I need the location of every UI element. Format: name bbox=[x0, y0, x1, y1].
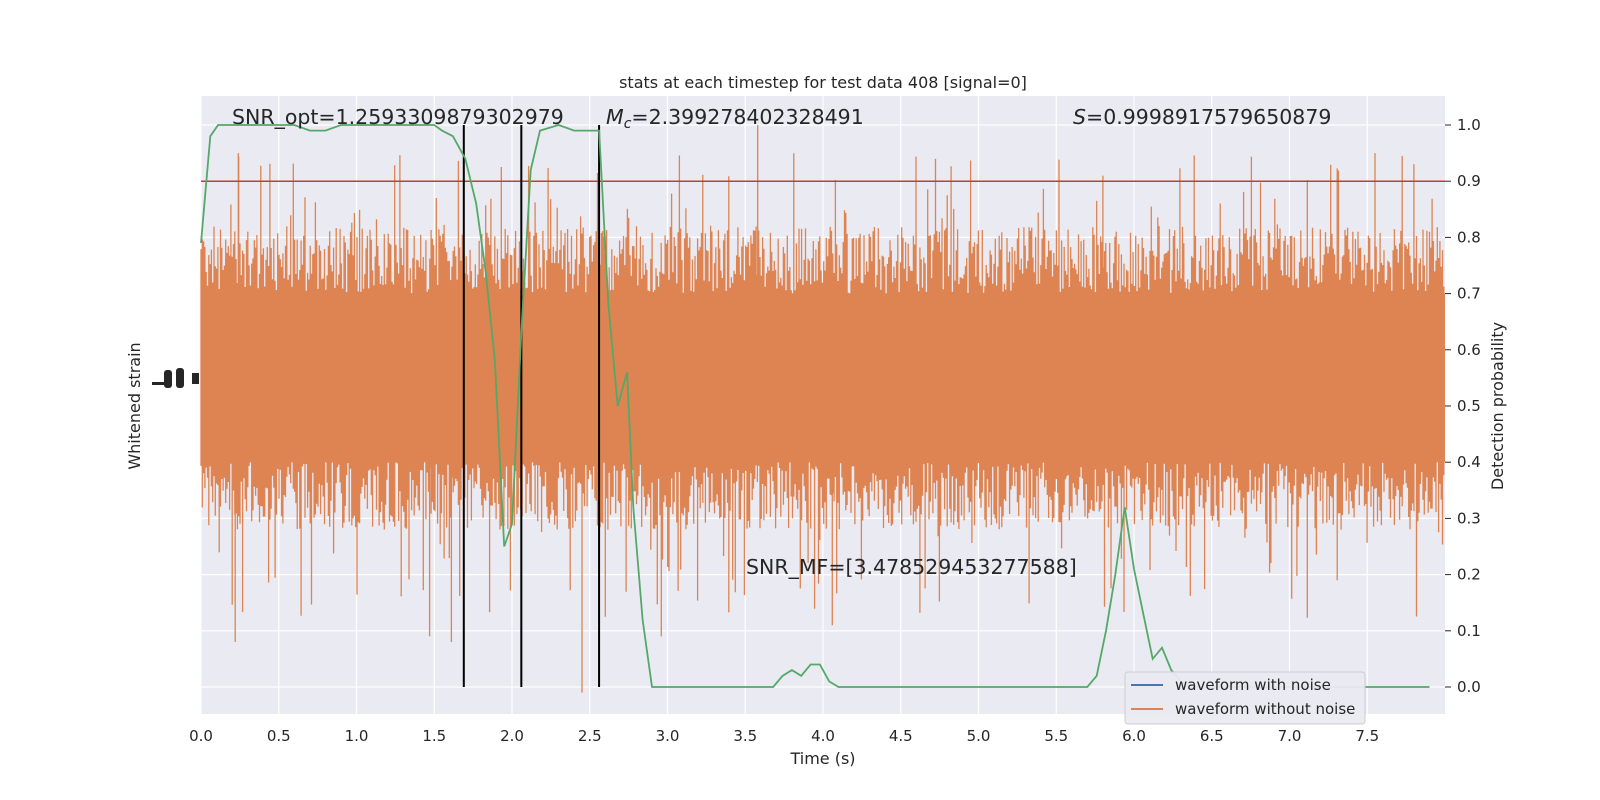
chart-title: stats at each timestep for test data 408… bbox=[619, 73, 1027, 92]
legend-box bbox=[1124, 671, 1366, 725]
vertical-lines bbox=[462, 125, 601, 687]
y-tick-label: 1.0 bbox=[1457, 116, 1481, 134]
y-tick-label: 0.0 bbox=[1457, 678, 1481, 696]
left-y-axis-label: Whitened strain bbox=[125, 342, 144, 469]
annotation-mc: Mc=2.399278402328491 bbox=[606, 105, 864, 132]
mc-subscript: c bbox=[624, 116, 632, 132]
x-tick-label: 4.0 bbox=[811, 727, 835, 745]
noise-band bbox=[200, 125, 1445, 693]
legend-label-waveform-with-noise: waveform with noise bbox=[1175, 676, 1331, 694]
x-tick-label: 2.5 bbox=[578, 727, 602, 745]
x-tick-label: 6.5 bbox=[1200, 727, 1224, 745]
s-value: =0.9998917579650879 bbox=[1086, 105, 1331, 129]
x-axis-label: Time (s) bbox=[789, 749, 855, 768]
x-tick-label: 6.0 bbox=[1122, 727, 1146, 745]
probability-series bbox=[200, 124, 1430, 688]
x-tick-label: 2.0 bbox=[500, 727, 524, 745]
x-tick-label: 7.0 bbox=[1278, 727, 1302, 745]
s-symbol: S bbox=[1073, 105, 1086, 129]
x-tick-label: 3.5 bbox=[733, 727, 757, 745]
legend-label-waveform-without-noise: waveform without noise bbox=[1175, 700, 1355, 718]
annotation-snr-mf: SNR_MF=[3.478529453277588] bbox=[746, 555, 1077, 580]
x-tick-label: 4.5 bbox=[889, 727, 913, 745]
y-tick-label: 0.3 bbox=[1457, 509, 1481, 527]
y-tick-label: 0.7 bbox=[1457, 285, 1481, 303]
x-tick-label: 5.0 bbox=[967, 727, 991, 745]
x-tick-label: 0.0 bbox=[189, 727, 213, 745]
y-tick-label: 0.9 bbox=[1457, 172, 1481, 190]
y-tick-label: 0.8 bbox=[1457, 228, 1481, 246]
probability-line bbox=[200, 124, 1430, 688]
x-tick-label: 0.5 bbox=[267, 727, 291, 745]
annotation-s: S=0.9998917579650879 bbox=[1073, 105, 1331, 129]
annotation-snr-opt: SNR_opt=1.2593309879302979 bbox=[232, 105, 564, 130]
x-axis-ticks: 0.0 0.5 1.0 1.5 2.0 2.5 3.0 3.5 4.0 4.5 5.0 5.5 6.0 6… bbox=[189, 727, 1379, 745]
legend: waveform with noise waveform without noi… bbox=[1124, 671, 1366, 725]
y-tick-label: 0.5 bbox=[1457, 397, 1481, 415]
mc-symbol: M bbox=[606, 105, 624, 129]
x-tick-label: 3.0 bbox=[656, 727, 680, 745]
right-y-axis-ticks: 0.0 0.1 0.2 0.3 0.4 0.5 0.6 0.7 0.8 0.9 1.0 bbox=[1445, 116, 1481, 696]
x-tick-label: 1.5 bbox=[422, 727, 446, 745]
noise-strokes bbox=[200, 125, 1445, 693]
y-tick-label: 0.6 bbox=[1457, 341, 1481, 359]
x-tick-label: 1.0 bbox=[345, 727, 369, 745]
mc-value: =2.399278402328491 bbox=[631, 105, 863, 129]
y-tick-label: 0.4 bbox=[1457, 453, 1481, 471]
right-y-axis-label: Detection probability bbox=[1488, 322, 1507, 490]
x-tick-label: 5.5 bbox=[1044, 727, 1068, 745]
left-axis-offset-glyphs bbox=[152, 368, 199, 388]
y-tick-label: 0.1 bbox=[1457, 622, 1481, 640]
y-tick-label: 0.2 bbox=[1457, 566, 1481, 584]
x-tick-label: 7.5 bbox=[1355, 727, 1379, 745]
